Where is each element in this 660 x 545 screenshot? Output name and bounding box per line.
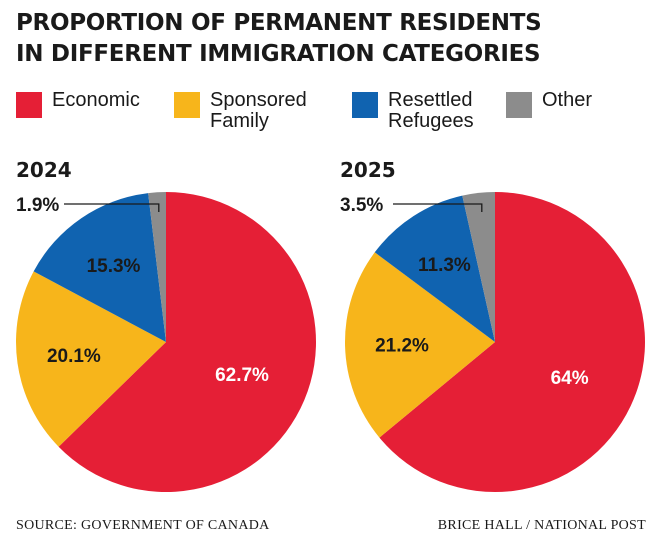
legend-swatch-resettled-refugees xyxy=(352,92,378,118)
pie-label-sponsored-family-2024: 20.1% xyxy=(47,346,101,367)
pie-slice-resettled-refugees-2024 xyxy=(33,193,166,342)
chart-title: PROPORTION OF PERMANENT RESIDENTS IN DIF… xyxy=(16,8,542,70)
pie-label-sponsored-family-2025: 21.2% xyxy=(375,335,429,356)
pie-leader-line-2024 xyxy=(64,203,160,212)
pie-panel-2024: 2024 62.7% 20.1% 15.3% 1.9% xyxy=(16,150,336,492)
pie-slice-economic-2024 xyxy=(58,192,317,492)
legend-label-sponsored-family: Sponsored Family xyxy=(210,89,307,132)
pie-slice-sponsored-family-2025 xyxy=(344,252,495,438)
pie-label-other-2025: 3.5% xyxy=(340,195,383,216)
legend: Economic Sponsored Family Resettled Refu… xyxy=(16,90,656,134)
pie-label-resettled-refugees-2025: 11.3% xyxy=(418,255,471,276)
pie-leader-line-2025 xyxy=(393,203,483,212)
legend-swatch-other xyxy=(506,92,532,118)
pie-slice-sponsored-family-2024 xyxy=(16,271,166,447)
pie-slice-economic-2025 xyxy=(379,192,645,492)
pie-label-resettled-refugees-2024: 15.3% xyxy=(87,256,141,277)
legend-item-economic: Economic xyxy=(16,90,140,118)
source-note: SOURCE: GOVERNMENT OF CANADA xyxy=(16,518,270,533)
pie-slice-other-2024 xyxy=(148,192,166,342)
legend-label-resettled-refugees: Resettled Refugees xyxy=(388,89,474,132)
legend-label-economic: Economic xyxy=(52,89,140,111)
legend-item-sponsored-family: Sponsored Family xyxy=(174,90,310,132)
legend-label-other: Other xyxy=(542,89,593,111)
legend-item-resettled-refugees: Resettled Refugees xyxy=(352,90,488,132)
legend-swatch-sponsored-family xyxy=(174,92,200,118)
pie-year-2024: 2024 xyxy=(16,158,72,182)
pie-label-economic-2024: 62.7% xyxy=(215,365,269,386)
chart-title-line-2: IN DIFFERENT IMMIGRATION CATEGORIES xyxy=(16,41,541,67)
pie-label-other-2024: 1.9% xyxy=(16,195,59,216)
chart-title-line-1: PROPORTION OF PERMANENT RESIDENTS xyxy=(16,10,542,36)
credit-note: BRICE HALL / NATIONAL POST xyxy=(437,518,646,533)
pie-chart-2025: 64% 21.2% 11.3% 3.5% xyxy=(340,192,645,492)
legend-item-other: Other xyxy=(506,90,592,118)
pie-panel-2025: 2025 64% 21.2% 11.3% 3.5% xyxy=(340,150,660,492)
pie-label-economic-2025: 64% xyxy=(551,368,589,389)
pie-chart-2024: 62.7% 20.1% 15.3% 1.9% xyxy=(16,192,317,492)
pie-year-2025: 2025 xyxy=(340,158,396,182)
pie-slice-resettled-refugees-2025 xyxy=(374,195,495,342)
legend-swatch-economic xyxy=(16,92,42,118)
pie-slice-other-2025 xyxy=(462,192,495,342)
